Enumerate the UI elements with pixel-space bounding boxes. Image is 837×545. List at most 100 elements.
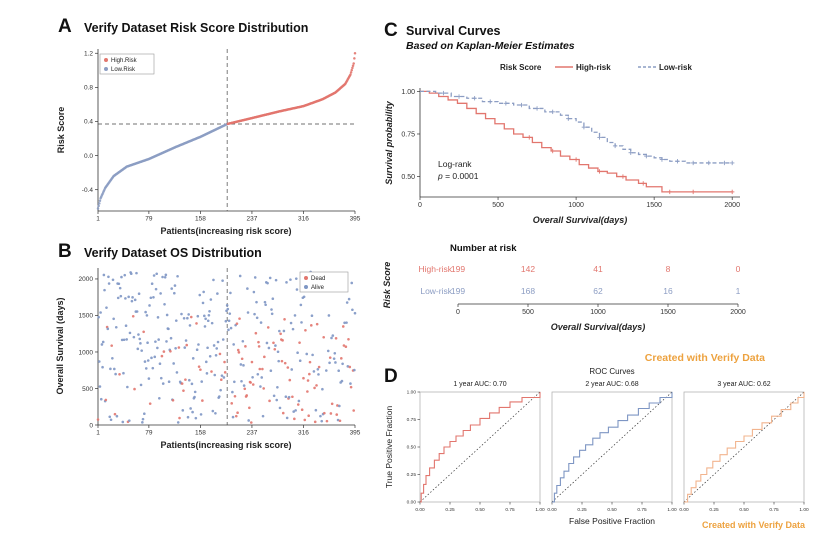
svg-text:0.25: 0.25: [445, 507, 455, 513]
svg-text:Survival probability: Survival probability: [384, 100, 394, 185]
svg-text:0.75: 0.75: [769, 507, 779, 513]
svg-text:395: 395: [350, 430, 361, 437]
svg-text:High.Risk: High.Risk: [111, 58, 138, 64]
svg-text:0.25: 0.25: [407, 472, 417, 478]
svg-text:p = 0.0001: p = 0.0001: [437, 171, 479, 181]
svg-text:Risk Score: Risk Score: [382, 262, 392, 309]
svg-text:0.25: 0.25: [709, 507, 719, 513]
svg-text:0.25: 0.25: [577, 507, 587, 513]
svg-text:1.00: 1.00: [535, 507, 545, 513]
svg-text:Risk Score: Risk Score: [56, 107, 66, 154]
svg-text:0: 0: [736, 264, 741, 274]
svg-text:0.75: 0.75: [505, 507, 515, 513]
svg-text:Overall Survival (days): Overall Survival (days): [55, 297, 65, 394]
svg-text:1: 1: [96, 430, 100, 437]
svg-text:Low-risk: Low-risk: [659, 63, 692, 72]
svg-text:1.00: 1.00: [667, 507, 677, 513]
svg-text:316: 316: [298, 216, 309, 223]
svg-text:Patients(increasing risk score: Patients(increasing risk score): [160, 440, 291, 450]
svg-text:199: 199: [451, 264, 465, 274]
risk-score-distribution-plot: -0.4 0.0 0.4 0.8 1.2 1 79 158 237 316 395 High.Risk…: [56, 49, 361, 236]
svg-text:0.50: 0.50: [475, 507, 485, 513]
svg-text:79: 79: [145, 430, 153, 437]
number-at-risk-title: Number at risk: [450, 243, 517, 254]
svg-text:Dead: Dead: [311, 276, 325, 282]
svg-text:Low-risk: Low-risk: [420, 286, 452, 296]
svg-text:1000: 1000: [568, 202, 584, 209]
svg-text:1: 1: [736, 286, 741, 296]
svg-text:8: 8: [666, 264, 671, 274]
svg-text:Low.Risk: Low.Risk: [111, 67, 136, 73]
panel-d-letter: D: [384, 366, 398, 387]
svg-text:High-risk: High-risk: [418, 264, 452, 274]
svg-text:79: 79: [145, 216, 153, 223]
svg-text:0: 0: [456, 309, 460, 316]
svg-text:1000: 1000: [79, 349, 94, 356]
svg-text:1500: 1500: [79, 313, 94, 320]
panel-c-letter: C: [384, 20, 398, 41]
panel-c-subtitle: Based on Kaplan-Meier Estimates: [406, 40, 575, 52]
svg-text:158: 158: [195, 216, 206, 223]
svg-text:1.00: 1.00: [407, 390, 417, 396]
svg-text:2000: 2000: [724, 202, 740, 209]
svg-text:199: 199: [451, 286, 465, 296]
svg-text:Overall Survival(days): Overall Survival(days): [533, 215, 628, 225]
panel-b-title: Verify Dataset OS Distribution: [84, 246, 262, 260]
svg-text:158: 158: [195, 430, 206, 437]
svg-text:1.2: 1.2: [84, 51, 93, 58]
svg-text:16: 16: [663, 286, 673, 296]
svg-text:237: 237: [247, 430, 258, 437]
svg-text:0.00: 0.00: [547, 507, 557, 513]
os-distribution-plot: 0 500 1000 1500 2000 1 79 158 237 316 395 Dead Alive…: [55, 268, 361, 450]
svg-text:0.50: 0.50: [407, 445, 417, 451]
svg-text:237: 237: [247, 216, 258, 223]
svg-text:0.00: 0.00: [407, 500, 417, 506]
panel-a-letter: A: [58, 16, 72, 37]
svg-text:500: 500: [82, 386, 93, 393]
svg-text:0.8: 0.8: [84, 85, 93, 92]
svg-text:0.75: 0.75: [407, 417, 417, 423]
watermark-top: Created with Verify Data: [644, 352, 765, 364]
svg-text:1: 1: [96, 216, 100, 223]
svg-text:Risk Score: Risk Score: [500, 63, 542, 72]
svg-text:Overall Survival(days): Overall Survival(days): [551, 322, 646, 332]
panel-b-letter: B: [58, 241, 72, 262]
svg-text:2000: 2000: [79, 276, 94, 283]
svg-text:True Positive Fraction: True Positive Fraction: [384, 406, 394, 489]
svg-text:41: 41: [593, 264, 603, 274]
svg-text:1500: 1500: [646, 202, 662, 209]
svg-text:0: 0: [89, 422, 93, 429]
svg-text:500: 500: [492, 202, 504, 209]
svg-text:1.00: 1.00: [401, 89, 415, 96]
svg-text:High-risk: High-risk: [576, 63, 611, 72]
svg-text:62: 62: [593, 286, 603, 296]
svg-text:Patients(increasing risk score: Patients(increasing risk score): [160, 226, 291, 236]
svg-text:0.50: 0.50: [739, 507, 749, 513]
kaplan-meier-plot: Risk Score High-risk Low-risk 0.50 0.75 1.00 0…: [384, 63, 740, 225]
svg-text:2000: 2000: [730, 309, 746, 316]
svg-text:0.75: 0.75: [637, 507, 647, 513]
svg-text:395: 395: [350, 216, 361, 223]
svg-text:168: 168: [521, 286, 535, 296]
svg-text:0.50: 0.50: [607, 507, 617, 513]
svg-text:3 year AUC: 0.62: 3 year AUC: 0.62: [717, 381, 770, 388]
panel-c-title: Survival Curves: [406, 24, 501, 38]
svg-text:0.4: 0.4: [84, 119, 93, 126]
svg-text:1.00: 1.00: [799, 507, 809, 513]
svg-text:0: 0: [418, 202, 422, 209]
svg-text:1 year AUC: 0.70: 1 year AUC: 0.70: [453, 381, 506, 388]
svg-text:-0.4: -0.4: [82, 187, 94, 194]
svg-text:ROC Curves: ROC Curves: [589, 367, 634, 376]
svg-text:1000: 1000: [590, 309, 606, 316]
watermark-bottom: Created with Verify Data: [701, 520, 805, 530]
svg-text:0.75: 0.75: [401, 131, 415, 138]
svg-text:0.50: 0.50: [401, 174, 415, 181]
svg-text:0.00: 0.00: [415, 507, 425, 513]
svg-text:142: 142: [521, 264, 535, 274]
svg-text:2 year AUC: 0.68: 2 year AUC: 0.68: [585, 381, 638, 388]
svg-text:0.00: 0.00: [679, 507, 689, 513]
svg-text:316: 316: [298, 430, 309, 437]
svg-text:Alive: Alive: [311, 285, 325, 291]
